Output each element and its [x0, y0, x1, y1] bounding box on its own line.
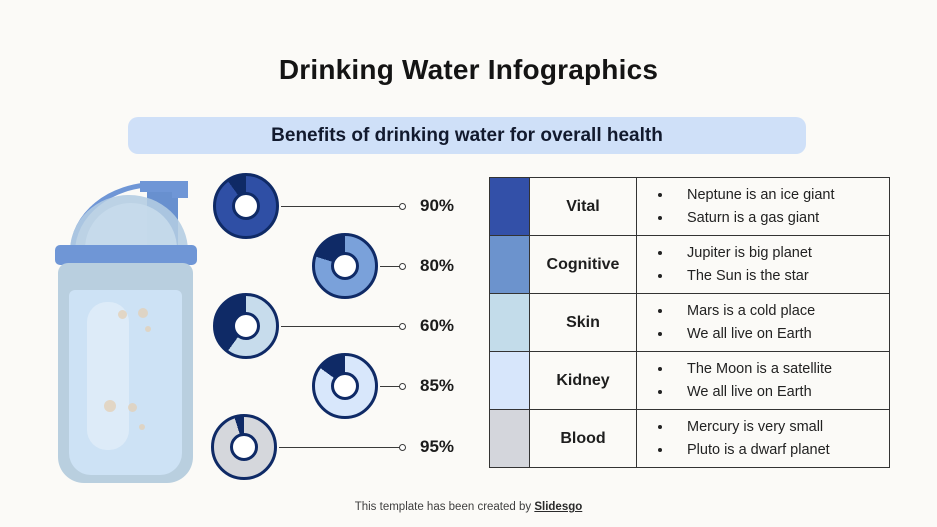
leader-dot: [399, 323, 406, 330]
color-swatch: [489, 351, 530, 410]
bullet-item: Saturn is a gas giant: [673, 207, 889, 229]
row-label: Skin: [529, 293, 637, 352]
row-label: Kidney: [529, 351, 637, 410]
page-title: Drinking Water Infographics: [278, 54, 659, 85]
donut-hole: [232, 192, 260, 220]
bullet-item: Mercury is very small: [673, 416, 889, 438]
donut-hole: [331, 252, 359, 280]
bubble-icon: [145, 326, 151, 332]
bubble-icon: [128, 403, 137, 412]
table-row: Vital Neptune is an ice giant Saturn is …: [489, 177, 890, 236]
row-label: Vital: [529, 177, 637, 236]
slidesgo-link[interactable]: Slidesgo: [534, 501, 583, 513]
bullet-item: Jupiter is big planet: [673, 242, 889, 264]
bubble-icon: [138, 308, 148, 318]
bubble-icon: [139, 424, 145, 430]
subtitle-banner-label: Benefits of drinking water for overall h…: [271, 124, 663, 146]
bullet-item: We all live on Earth: [673, 381, 889, 403]
bottle-water-highlight: [87, 302, 129, 450]
bottle-straw-top: [140, 181, 188, 192]
bottle-lid-band: [55, 245, 197, 265]
footer-credit: This template has been created by Slides…: [0, 501, 937, 513]
bottle-straw-lip: [172, 181, 188, 198]
table-row: Skin Mars is a cold place We all live on…: [489, 293, 890, 352]
donut-chart-skin: [213, 293, 279, 359]
bullet-list: Neptune is an ice giant Saturn is a gas …: [637, 184, 889, 229]
color-swatch: [489, 409, 530, 468]
leader-dot: [399, 263, 406, 270]
donut-hole: [230, 433, 258, 461]
leader-line: [380, 386, 402, 387]
bullet-item: The Moon is a satellite: [673, 358, 889, 380]
subtitle-banner: Benefits of drinking water for overall h…: [128, 117, 806, 154]
bottle-water: [69, 290, 182, 475]
footer-text: This template has been created by: [354, 501, 535, 513]
percent-label-skin: 60%: [420, 316, 455, 335]
bullet-item: Neptune is an ice giant: [673, 184, 889, 206]
color-swatch: [489, 177, 530, 236]
leader-line: [380, 266, 402, 267]
leader-line: [279, 447, 402, 448]
table-row: Kidney The Moon is a satellite We all li…: [489, 351, 890, 410]
bubble-icon: [104, 400, 116, 412]
bullet-list: Mercury is very small Pluto is a dwarf p…: [637, 416, 889, 461]
donut-chart-blood: [211, 414, 277, 480]
row-label: Blood: [529, 409, 637, 468]
bullet-item: The Sun is the star: [673, 265, 889, 287]
percent-label-blood: 95%: [420, 437, 455, 456]
bullet-item: We all live on Earth: [673, 323, 889, 345]
leader-dot: [399, 444, 406, 451]
bullet-item: Pluto is a dwarf planet: [673, 439, 889, 461]
bullet-list: Mars is a cold place We all live on Eart…: [637, 300, 889, 345]
bullet-list: Jupiter is big planet The Sun is the sta…: [637, 242, 889, 287]
donut-hole: [232, 312, 260, 340]
donut-chart-cognitive: [312, 233, 378, 299]
percent-label-kidney: 85%: [420, 376, 455, 395]
bullet-item: Mars is a cold place: [673, 300, 889, 322]
bullet-list: The Moon is a satellite We all live on E…: [637, 358, 889, 403]
percent-label-cognitive: 80%: [420, 256, 455, 275]
leader-dot: [399, 203, 406, 210]
color-swatch: [489, 235, 530, 294]
donut-chart-kidney: [312, 353, 378, 419]
leader-dot: [399, 383, 406, 390]
leader-line: [281, 206, 402, 207]
water-bottle-illustration: [40, 170, 210, 485]
table-row: Blood Mercury is very small Pluto is a d…: [489, 409, 890, 468]
donut-hole: [331, 372, 359, 400]
row-label: Cognitive: [529, 235, 637, 294]
benefits-table: Vital Neptune is an ice giant Saturn is …: [489, 177, 890, 468]
leader-line: [281, 326, 402, 327]
donut-chart-vital: [213, 173, 279, 239]
table-row: Cognitive Jupiter is big planet The Sun …: [489, 235, 890, 294]
percent-label-vital: 90%: [420, 196, 455, 215]
bubble-icon: [118, 310, 127, 319]
color-swatch: [489, 293, 530, 352]
